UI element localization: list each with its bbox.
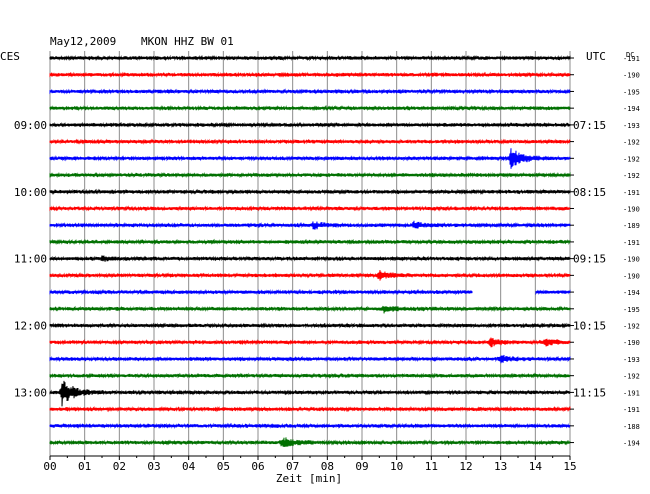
trace-21 [49,405,571,413]
dc-offset-label: -191 [623,389,640,397]
dc-offset-label: -192 [623,373,640,381]
trace-6 [49,148,571,169]
left-hour-label: 09:00 [14,119,47,132]
dc-offset-label: -193 [623,122,640,130]
dc-label: DC [626,51,634,59]
dc-offset-label: -192 [623,155,640,163]
x-tick-label: 12 [459,460,472,473]
trace-12 [49,255,571,262]
dc-offset-label: -191 [623,55,640,63]
dc-offset-label: -191 [623,406,640,414]
station-label: MKON HHZ BW 01 [141,35,234,48]
traces [49,54,571,447]
x-tick-label: 15 [563,460,576,473]
x-tick-label: 13 [494,460,507,473]
left-zone-label: CES [0,50,20,63]
x-tick-label: 11 [425,460,438,473]
right-hour-label: 10:15 [573,320,606,333]
dc-offset-label: -188 [623,423,640,431]
dc-offset-labels: -191 -190 -195 -194 -193 -192 -192 -192 -191 -190… [570,55,640,448]
right-hour-label: 11:15 [573,386,606,399]
trace-4 [49,121,571,128]
trace-7 [49,171,571,179]
dc-offset-label: -190 [623,256,640,264]
trace-9 [49,205,571,212]
x-tick-label: 14 [529,460,543,473]
trace-17 [49,337,571,348]
x-tick-label: 07 [286,460,299,473]
trace-23 [49,437,571,447]
left-hour-label: 13:00 [14,386,47,399]
date-label: May12,2009 [50,35,116,48]
x-tick-label: 02 [113,460,126,473]
dc-offset-label: -192 [623,172,640,180]
trace-2 [49,88,571,95]
right-hour-labels: 07:15 08:15 09:15 10:15 11:15 [573,119,606,400]
dc-offset-label: -194 [623,440,640,448]
trace-16 [49,322,571,329]
trace-15 [49,305,571,314]
dc-offset-label: -195 [623,306,640,314]
dc-offset-label: -190 [623,272,640,280]
dc-offset-label: -194 [623,105,640,113]
x-tick-label: 04 [182,460,196,473]
trace-0 [49,54,571,62]
right-hour-label: 07:15 [573,119,606,132]
dc-offset-label: -191 [623,239,640,247]
left-hour-labels: 09:00 10:00 11:00 12:00 13:00 [14,119,47,400]
trace-20 [49,380,571,407]
trace-14 [49,288,571,296]
trace-22 [49,422,571,430]
x-tick-label: 05 [217,460,230,473]
trace-10 [49,220,571,230]
x-tick-label: 08 [321,460,334,473]
left-hour-label: 10:00 [14,186,47,199]
dc-offset-label: -194 [623,289,640,297]
grid [49,51,571,460]
dc-offset-label: -190 [623,205,640,213]
dc-offset-label: -191 [623,189,640,197]
dc-offset-label: -192 [623,139,640,147]
x-axis-label: Zeit [min] [276,472,342,485]
left-hour-label: 12:00 [14,320,47,333]
right-zone-label: UTC [586,50,606,63]
right-hour-label: 09:15 [573,253,606,266]
dc-offset-label: -192 [623,323,640,331]
trace-18 [49,354,571,364]
dc-offset-label: -195 [623,88,640,96]
dc-offset-label: -190 [623,339,640,347]
trace-11 [49,238,571,246]
trace-8 [49,188,571,195]
trace-3 [49,104,571,112]
left-hour-label: 11:00 [14,253,47,266]
dc-offset-label: -193 [623,356,640,364]
trace-13 [49,270,571,281]
dc-offset-label: -190 [623,72,640,80]
trace-5 [49,138,571,145]
dc-offset-label: -189 [623,222,640,230]
x-tick-label: 01 [78,460,91,473]
x-tick-label: 03 [147,460,160,473]
x-tick-labels: 00 01 02 03 04 05 06 07 08 09 10 11 12 13 14 15 [43,460,576,473]
trace-1 [49,71,571,78]
right-hour-label: 08:15 [573,186,606,199]
x-tick-label: 09 [355,460,368,473]
x-tick-label: 00 [43,460,56,473]
x-tick-label: 10 [390,460,403,473]
x-tick-label: 06 [251,460,264,473]
trace-19 [49,372,571,379]
